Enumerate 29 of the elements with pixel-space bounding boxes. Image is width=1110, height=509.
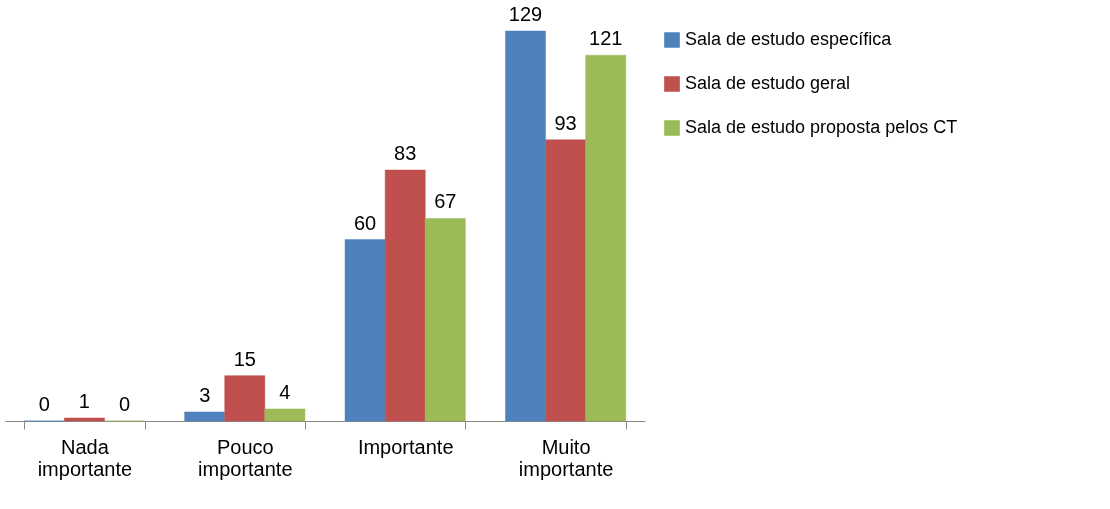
bar: [545, 139, 586, 422]
data-label: 1: [78, 389, 90, 412]
x-tick-label: Importante: [357, 435, 454, 458]
data-label: 0: [38, 393, 50, 415]
bar: [184, 411, 225, 422]
bar: [425, 218, 466, 422]
data-label: 93: [554, 111, 577, 134]
data-label: 0: [118, 393, 131, 415]
x-tick-label: Pouco importante: [198, 435, 293, 480]
data-label: 67: [434, 190, 457, 213]
legend-label: Sala de estudo específica: [685, 29, 893, 49]
data-label: 15: [233, 347, 256, 370]
x-tick-label: Nada importante: [37, 435, 133, 480]
data-label: 60: [353, 211, 377, 234]
bar: [64, 417, 105, 422]
bar: [585, 54, 626, 422]
bar: [264, 408, 306, 422]
bar: [344, 239, 386, 422]
bar: [224, 375, 266, 422]
x-tick-label: Muito importante: [518, 435, 614, 480]
data-label: 83: [394, 142, 417, 165]
bar: [384, 169, 426, 422]
bar: [505, 30, 546, 422]
data-label: 129: [508, 3, 543, 25]
legend-label: Sala de estudo proposta pelos CT: [685, 117, 958, 137]
data-label: 121: [589, 27, 623, 50]
data-label: 3: [199, 383, 211, 406]
legend-label: Sala de estudo geral: [685, 73, 851, 93]
data-label: 4: [279, 380, 291, 403]
